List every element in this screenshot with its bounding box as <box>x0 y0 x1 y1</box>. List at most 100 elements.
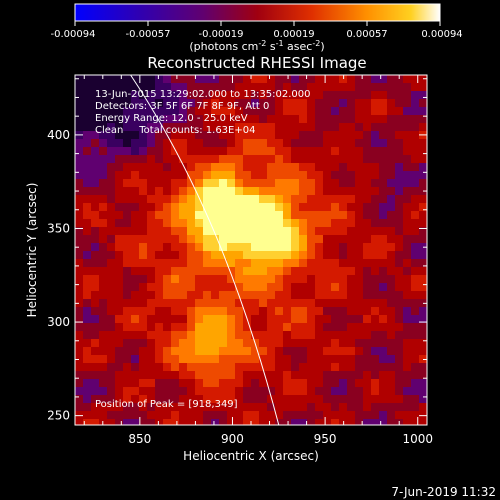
heatmap-cell <box>123 299 131 307</box>
heatmap-cell <box>99 339 107 347</box>
heatmap-cell <box>251 123 259 131</box>
heatmap-cell <box>179 371 187 379</box>
heatmap-cell <box>131 203 139 211</box>
heatmap-cell <box>155 315 163 323</box>
x-tick-label: 1000 <box>402 432 433 446</box>
heatmap-cell <box>251 195 259 203</box>
heatmap-cell <box>275 171 283 179</box>
heatmap-cell <box>147 251 155 259</box>
heatmap-cell <box>395 91 403 99</box>
heatmap-cell <box>299 363 307 371</box>
heatmap-cell <box>155 171 163 179</box>
heatmap-cell <box>307 355 315 363</box>
heatmap-cell <box>307 203 315 211</box>
heatmap-cell <box>131 323 139 331</box>
heatmap-cell <box>115 123 123 131</box>
heatmap-cell <box>147 419 155 425</box>
heatmap-cell <box>195 91 203 99</box>
heatmap-cell <box>251 243 259 251</box>
heatmap-cell <box>131 315 139 323</box>
heatmap-cell <box>371 283 379 291</box>
heatmap-cell <box>371 347 379 355</box>
heatmap-cell <box>235 99 243 107</box>
heatmap-cell <box>395 355 403 363</box>
heatmap-cell <box>371 227 379 235</box>
heatmap-cell <box>115 99 123 107</box>
heatmap-cell <box>235 331 243 339</box>
heatmap-cell <box>243 131 251 139</box>
heatmap-cell <box>275 411 283 419</box>
heatmap-cell <box>323 115 331 123</box>
heatmap-cell <box>219 283 227 291</box>
heatmap-cell <box>291 403 299 411</box>
heatmap-cell <box>179 131 187 139</box>
heatmap-cell <box>179 75 187 83</box>
heatmap-cell <box>147 155 155 163</box>
heatmap-cell <box>387 411 395 419</box>
heatmap-cell <box>403 203 411 211</box>
heatmap-cell <box>243 139 251 147</box>
heatmap-cell <box>187 131 195 139</box>
heatmap-cell <box>419 227 427 235</box>
heatmap-cell <box>195 155 203 163</box>
heatmap-cell <box>83 363 91 371</box>
heatmap-cell <box>107 275 115 283</box>
heatmap-cell <box>107 339 115 347</box>
heatmap-cell <box>139 411 147 419</box>
heatmap-cell <box>107 403 115 411</box>
heatmap-cell <box>171 259 179 267</box>
heatmap-cell <box>267 299 275 307</box>
heatmap-cell <box>211 171 219 179</box>
heatmap-cell <box>179 147 187 155</box>
heatmap-cell <box>203 131 211 139</box>
heatmap-cell <box>323 171 331 179</box>
heatmap-cell <box>395 211 403 219</box>
heatmap-cell <box>379 275 387 283</box>
heatmap-cell <box>163 371 171 379</box>
heatmap-cell <box>147 395 155 403</box>
heatmap-cell <box>171 115 179 123</box>
heatmap-cell <box>195 387 203 395</box>
heatmap-cell <box>291 107 299 115</box>
heatmap-cell <box>219 379 227 387</box>
heatmap-cell <box>259 379 267 387</box>
heatmap-cell <box>235 203 243 211</box>
heatmap-cell <box>299 163 307 171</box>
heatmap-cell <box>131 283 139 291</box>
heatmap-cell <box>219 115 227 123</box>
heatmap-cell <box>187 395 195 403</box>
heatmap-cell <box>275 299 283 307</box>
heatmap-cell <box>163 107 171 115</box>
heatmap-cell <box>371 379 379 387</box>
heatmap-cell <box>91 411 99 419</box>
heatmap-cell <box>259 339 267 347</box>
heatmap-cell <box>163 355 171 363</box>
heatmap-cell <box>187 339 195 347</box>
heatmap-cell <box>275 139 283 147</box>
heatmap-cell <box>123 203 131 211</box>
heatmap-cell <box>403 411 411 419</box>
heatmap-cell <box>195 123 203 131</box>
heatmap-cell <box>107 187 115 195</box>
heatmap-cell <box>307 171 315 179</box>
heatmap-cell <box>323 107 331 115</box>
heatmap-cell <box>395 219 403 227</box>
heatmap-cell <box>323 371 331 379</box>
heatmap-cell <box>363 387 371 395</box>
heatmap-cell <box>363 331 371 339</box>
heatmap-image <box>75 75 427 425</box>
heatmap-cell <box>259 299 267 307</box>
heatmap-cell <box>187 99 195 107</box>
heatmap-cell <box>315 267 323 275</box>
heatmap-cell <box>347 267 355 275</box>
heatmap-cell <box>187 227 195 235</box>
heatmap-cell <box>411 155 419 163</box>
heatmap-cell <box>155 323 163 331</box>
heatmap-cell <box>203 75 211 83</box>
heatmap-cell <box>203 147 211 155</box>
heatmap-cell <box>171 179 179 187</box>
heatmap-cell <box>379 75 387 83</box>
heatmap-cell <box>123 387 131 395</box>
